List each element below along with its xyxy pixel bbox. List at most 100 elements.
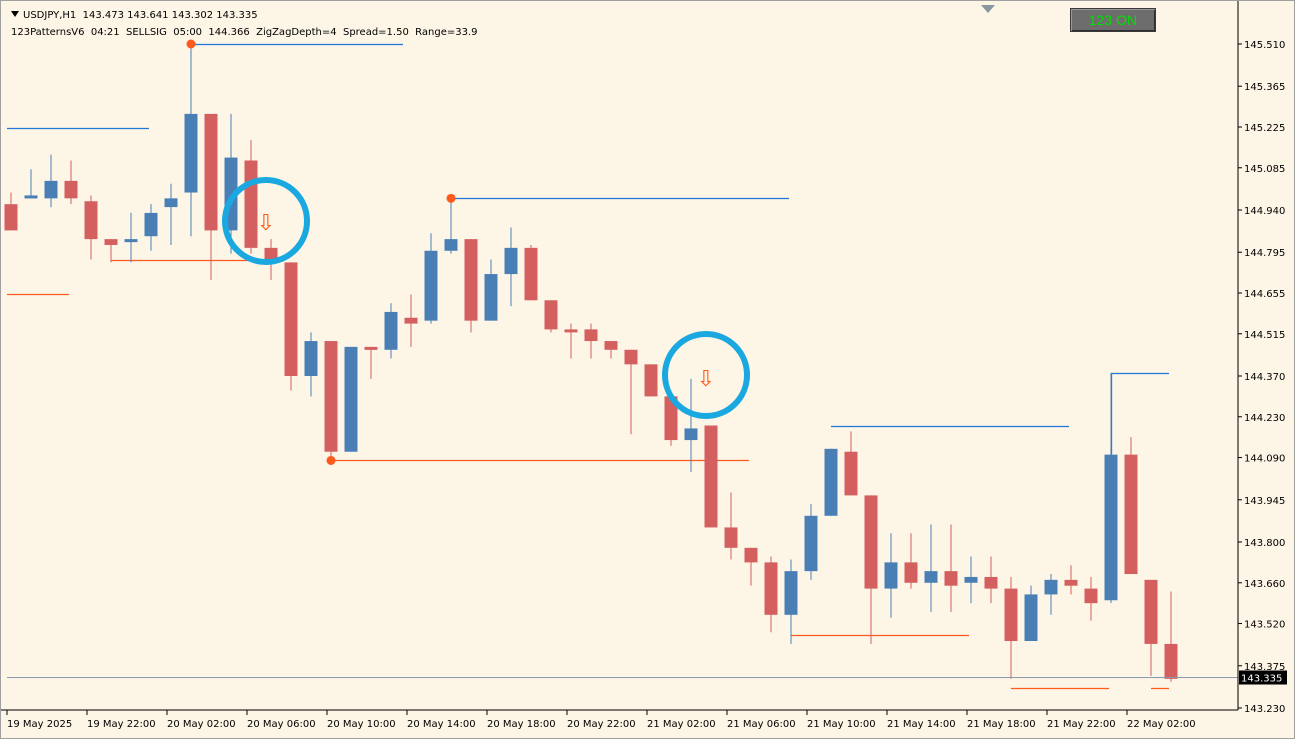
price-label: 144.230 [1244,413,1285,424]
candle [624,349,638,435]
candle [784,559,798,644]
candle [944,524,958,612]
indicator-info: 123PatternsV6 04:21 SELLSIG 05:00 144.36… [11,27,478,38]
candle [1124,437,1138,575]
candle [664,396,678,446]
candle [44,154,58,208]
candle-body [884,562,898,589]
zigzag-markers [186,39,456,465]
symbol-ohlc-text: USDJPY,H1 143.473 143.641 143.302 143.33… [23,10,258,21]
candle-body [584,329,598,342]
time-label: 20 May 18:00 [487,719,556,730]
time-label: 22 May 02:00 [1127,719,1196,730]
candle [404,294,418,347]
candle-body [744,547,758,563]
price-label: 145.225 [1244,123,1285,134]
candle [744,547,758,586]
candle-body [624,349,638,365]
candle-body [784,571,798,615]
candle-body [484,274,498,321]
candle [1144,579,1158,676]
candle [364,346,378,379]
candle [844,431,858,496]
candle-body [284,262,298,376]
price-label: 144.655 [1244,289,1285,300]
candle-body [4,204,18,231]
candle-body [304,341,318,376]
price-label: 144.090 [1244,454,1285,465]
candle [84,195,98,260]
zigzag-pivot-dot [186,39,196,49]
time-label: 20 May 06:00 [247,719,316,730]
candle [1044,574,1058,615]
dropdown-arrow-icon[interactable] [11,11,19,17]
candle [344,346,358,452]
candle-body [144,212,158,237]
candle [584,323,598,359]
candle-body [724,527,738,548]
candle [1064,565,1078,595]
candle-body [424,250,438,321]
time-label: 21 May 18:00 [967,719,1036,730]
candle-body [564,329,578,333]
pattern-toggle-button[interactable]: 123 ON [1070,8,1156,32]
candle-body [1004,588,1018,642]
candle [724,492,738,560]
price-label: 144.940 [1244,206,1285,217]
level-lines [7,43,1169,690]
price-label: 143.945 [1244,496,1285,507]
candle [1004,576,1018,679]
price-label: 143.800 [1244,538,1285,549]
candle [444,198,458,254]
time-label: 21 May 22:00 [1047,719,1116,730]
time-axis: 19 May 2025 19 May 22:00 20 May 02:00 20 Ma… [1,709,1238,730]
candle-body [404,317,418,324]
candle [684,378,698,473]
candle [324,341,338,461]
price-label: 143.230 [1244,704,1285,715]
price-label: 145.085 [1244,164,1285,175]
candle [964,556,978,604]
candle-body [1044,579,1058,595]
candle [544,300,558,333]
candle-body [964,576,978,583]
candle-body [824,448,838,516]
time-label: 19 May 22:00 [87,719,156,730]
candle-body [864,495,878,589]
candle-body [1104,454,1118,601]
candle [164,183,178,245]
candle-body [1084,588,1098,604]
time-label: 21 May 14:00 [887,719,956,730]
price-label: 145.365 [1244,82,1285,93]
time-label: 20 May 02:00 [167,719,236,730]
candle [384,303,398,359]
time-label: 21 May 06:00 [727,719,796,730]
time-label: 19 May 2025 [7,719,72,730]
candle-body [244,160,258,248]
down-arrow-icon: ⇩ [257,211,275,236]
price-label: 144.370 [1244,372,1285,383]
candle-body [64,180,78,199]
candle-body [184,113,198,193]
candle [984,556,998,604]
price-label: 145.510 [1244,40,1285,51]
candle-body [544,300,558,330]
down-arrow-icon: ⇩ [697,367,715,392]
symbol-info: USDJPY,H1 143.473 143.641 143.302 143.33… [11,10,258,21]
candle [804,504,818,580]
time-label: 20 May 10:00 [327,719,396,730]
price-label: 143.375 [1244,662,1285,673]
zigzag-pivot-dot [326,455,336,465]
candle [304,332,318,397]
candle-body [684,428,698,441]
candle-body [444,239,458,251]
signal-markers: ⇩⇩ [222,177,750,419]
candle [464,239,478,333]
candle-body [524,247,538,301]
time-label: 20 May 14:00 [407,719,476,730]
chart-shift-icon[interactable] [981,5,995,13]
candle [204,113,218,280]
current-price-value: 143.335 [1241,674,1282,685]
